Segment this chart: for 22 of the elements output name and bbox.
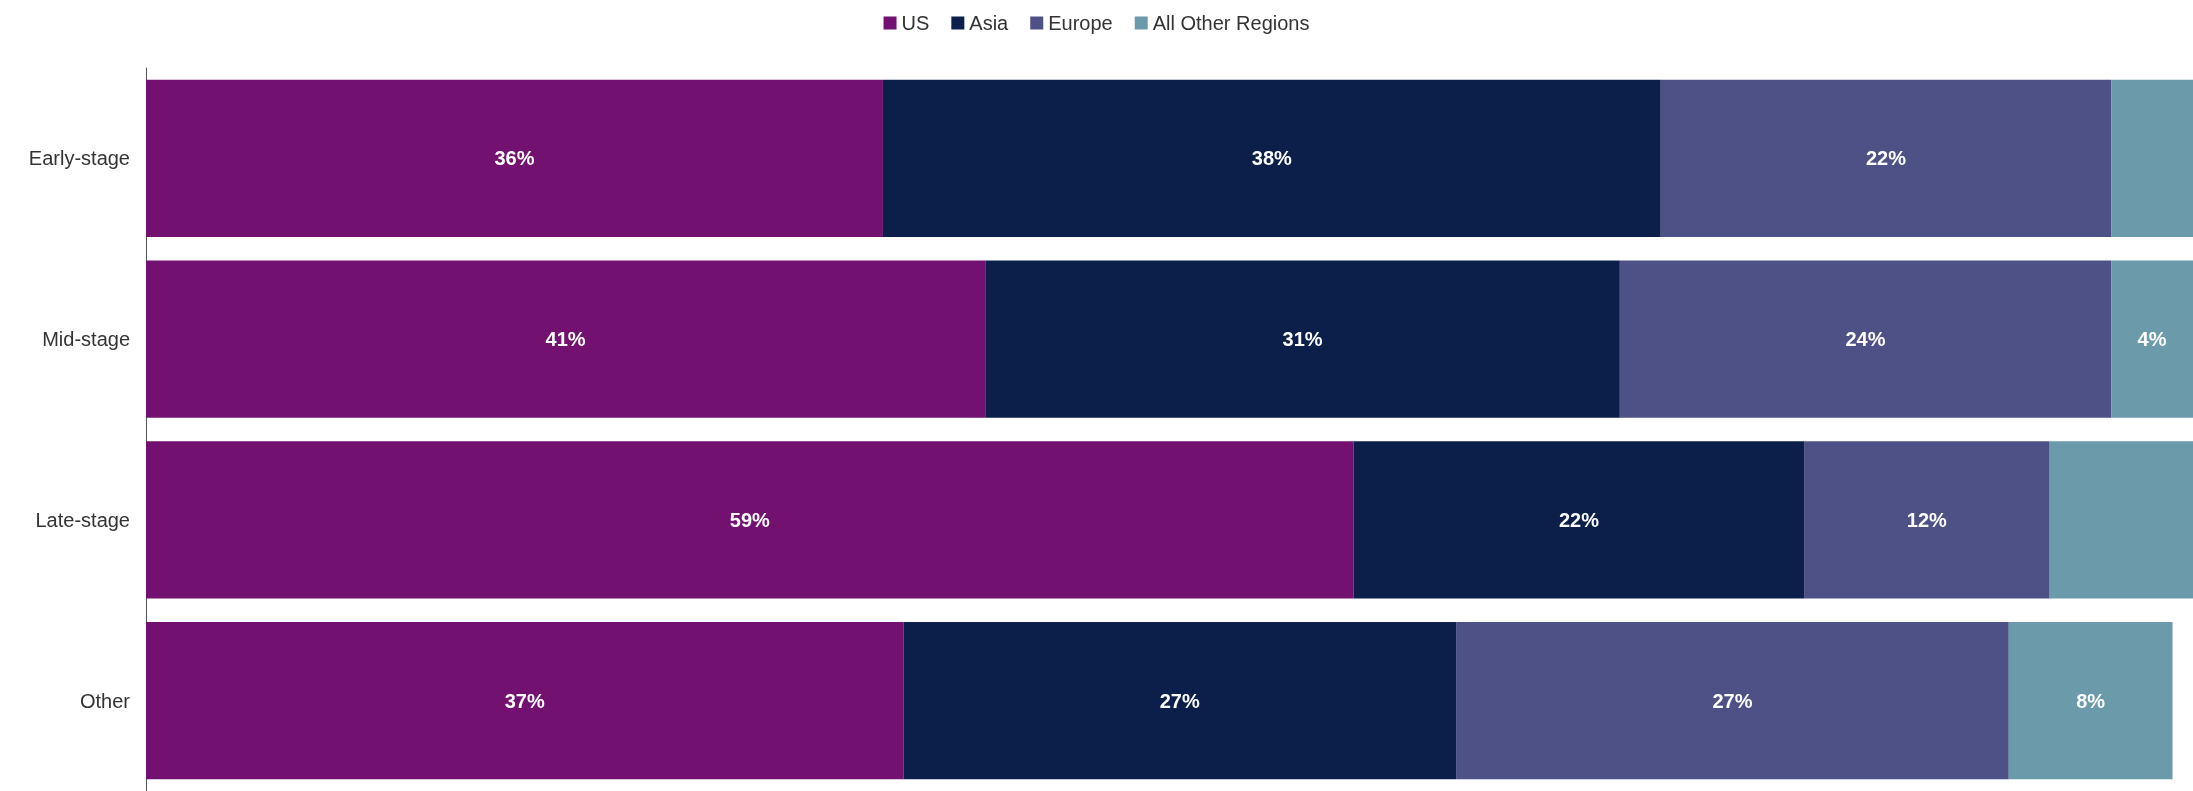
y-tick-label: Other bbox=[79, 689, 131, 712]
y-tick-label: Mid-stage bbox=[42, 328, 130, 351]
data-label: 38% bbox=[1251, 147, 1293, 170]
data-label: 27% bbox=[1159, 689, 1200, 712]
data-label: 22% bbox=[1865, 147, 1907, 170]
data-label: 27% bbox=[1712, 689, 1753, 712]
data-label: 41% bbox=[545, 328, 586, 351]
y-tick-label: Early-stage bbox=[28, 147, 130, 170]
data-label: 24% bbox=[1845, 328, 1886, 351]
legend-label: Europe bbox=[1048, 12, 1113, 34]
data-label: 22% bbox=[1558, 508, 1600, 531]
legend-label: Asia bbox=[969, 12, 1010, 34]
y-tick-label: Late-stage bbox=[35, 508, 130, 531]
data-label: 8% bbox=[2076, 689, 2106, 712]
data-label: 59% bbox=[729, 508, 771, 531]
data-label: 12% bbox=[1906, 508, 1948, 531]
data-label: 31% bbox=[1282, 328, 1323, 351]
data-label: 37% bbox=[504, 689, 545, 712]
data-label: 4% bbox=[2137, 328, 2167, 351]
legend-label: All Other Regions bbox=[1152, 12, 1310, 34]
data-label: 36% bbox=[494, 147, 535, 170]
legend-label: US bbox=[901, 12, 930, 34]
